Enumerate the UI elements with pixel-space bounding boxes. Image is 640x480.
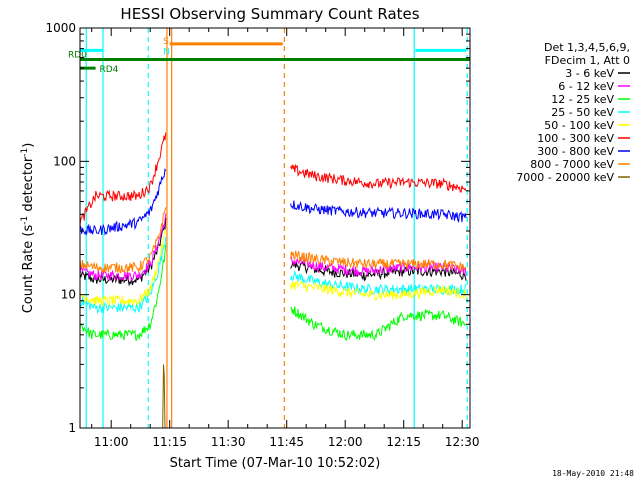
plot-frame xyxy=(79,27,471,429)
series-line-100-300-kev-seg0 xyxy=(79,132,167,226)
legend-label-7000-20000-kev: 7000 - 20000 keV xyxy=(516,171,614,184)
series-line-7000-20000-kev-seg0 xyxy=(162,364,166,429)
y-axis-label-main: Count Rate (s xyxy=(21,225,36,314)
series-line-50-100-kev-seg1 xyxy=(290,279,467,301)
x-axis-label: Start Time (07-Mar-10 10:52:02) xyxy=(170,456,381,471)
legend-label-6-12-kev: 6 - 12 keV xyxy=(558,80,614,93)
flag-label-n: N xyxy=(163,47,170,57)
series-line-300-800-kev-seg0 xyxy=(79,167,167,236)
y-axis-label-sup2: -1 xyxy=(20,148,30,157)
flag-label-rd0: RD0 xyxy=(68,51,87,61)
series-line-800-7000-kev-seg1 xyxy=(290,250,467,272)
legend-label-3-6-kev: 3 - 6 keV xyxy=(565,67,614,80)
plot-area: RD0 RD4 SN xyxy=(68,28,470,429)
series-line-6-12-kev-seg1 xyxy=(290,255,467,277)
legend-label-50-100-kev: 50 - 100 keV xyxy=(544,119,614,132)
x-tick-label: 11:00 xyxy=(94,435,129,449)
axes: 11:00 11:15 11:30 11:45 12:00 12:15 12:30 1 10 10… xyxy=(45,21,479,449)
legend-header-line: Det 1,3,4,5,6,9, xyxy=(544,41,630,54)
y-tick-label: 1 xyxy=(68,421,76,435)
flag-label-s: S xyxy=(163,37,169,47)
series-line-300-800-kev-seg1 xyxy=(290,200,467,224)
series-line-25-50-kev-seg1 xyxy=(290,269,467,297)
y-tick-label: 1000 xyxy=(45,21,76,35)
series-line-800-7000-kev-seg0 xyxy=(79,207,167,274)
y-axis-label-mid: detector xyxy=(21,156,36,216)
legend-label-12-25-kev: 12 - 25 keV xyxy=(551,93,614,106)
y-axis-label-sup1: -1 xyxy=(20,216,30,225)
chart-title: HESSI Observing Summary Count Rates xyxy=(120,5,419,23)
y-tick-label: 100 xyxy=(53,154,76,168)
legend-label-300-800-kev: 300 - 800 keV xyxy=(537,145,614,158)
x-tick-label: 11:45 xyxy=(269,435,304,449)
legend: Det 1,3,4,5,6,9,FDecim 1, Att 03 - 6 keV… xyxy=(516,41,630,184)
legend-label-100-300-kev: 100 - 300 keV xyxy=(537,132,614,145)
y-tick-label: 10 xyxy=(61,288,76,302)
legend-label-25-50-kev: 25 - 50 keV xyxy=(551,106,614,119)
x-tick-label: 12:00 xyxy=(328,435,363,449)
flag-label-rd4: RD4 xyxy=(100,65,119,75)
series-line-50-100-kev-seg0 xyxy=(79,229,167,308)
x-tick-label: 11:15 xyxy=(152,435,187,449)
y-axis-label: Count Rate (s-1 detector-1) xyxy=(20,143,36,314)
series-line-12-25-kev-seg1 xyxy=(290,306,467,342)
legend-header-line: FDecim 1, Att 0 xyxy=(545,54,630,67)
legend-label-800-7000-kev: 800 - 7000 keV xyxy=(530,158,614,171)
series-line-6-12-kev-seg0 xyxy=(79,213,167,282)
x-tick-label: 11:30 xyxy=(211,435,246,449)
x-tick-label: 12:30 xyxy=(445,435,480,449)
y-axis-label-end: ) xyxy=(21,143,36,148)
series-line-100-300-kev-seg1 xyxy=(290,163,467,193)
x-tick-label: 12:15 xyxy=(386,435,421,449)
footer-timestamp: 18-May-2010 21:48 xyxy=(552,469,634,478)
series-line-12-25-kev-seg0 xyxy=(79,244,167,341)
